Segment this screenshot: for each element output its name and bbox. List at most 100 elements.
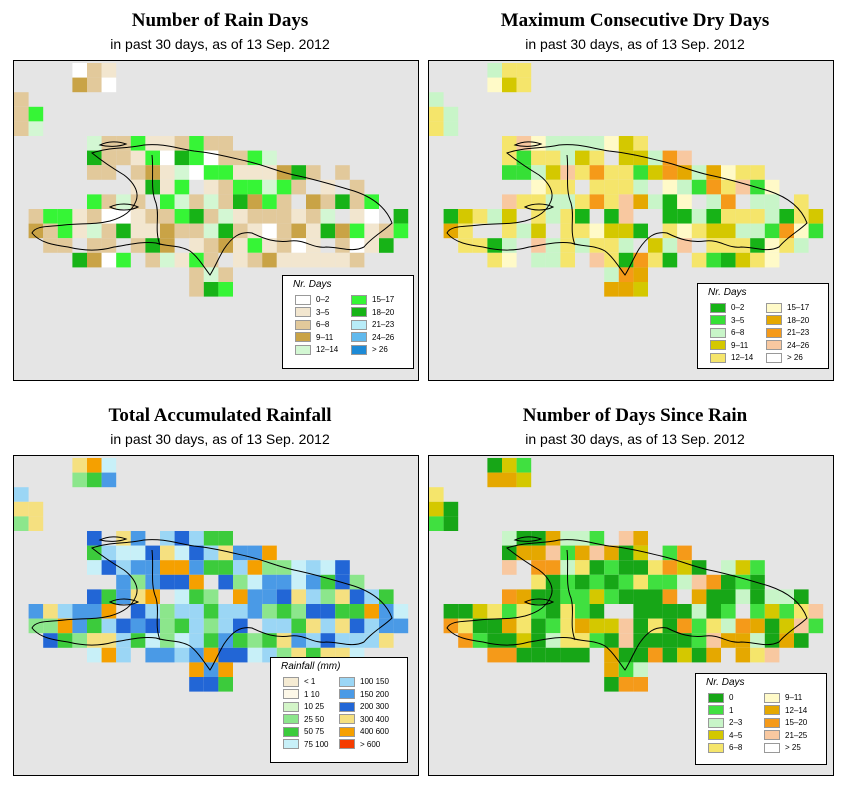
grid-cell — [379, 223, 394, 239]
grid-cell — [443, 223, 459, 239]
grid-cell — [87, 560, 102, 575]
grid-cell — [218, 531, 233, 546]
island-outline — [108, 598, 140, 606]
grid-cell — [262, 604, 277, 619]
grid-cell — [28, 516, 44, 531]
grid-cell — [531, 194, 546, 209]
legend: Nr. Days 0–2 3–5 6–8 9–11 12–14 15–17 18–20 21–… — [282, 275, 414, 369]
grid-cell — [28, 121, 44, 136]
grid-cell — [487, 63, 502, 78]
grid-cell — [87, 194, 102, 209]
panel-title: Number of Days Since Rain — [522, 405, 748, 426]
grid-cell — [174, 560, 190, 575]
grid-cell — [794, 604, 809, 619]
grid-cell — [575, 223, 590, 239]
grid-cell — [633, 252, 648, 268]
grid-cell — [72, 472, 87, 488]
panel-title: Maximum Consecutive Dry Days — [500, 10, 770, 31]
coastline — [31, 539, 393, 671]
legend-label: 2–3 — [729, 718, 743, 727]
legend-label: 9–11 — [785, 693, 803, 702]
grid-cell — [502, 238, 517, 253]
grid-cell — [72, 209, 87, 224]
grid-cell — [472, 604, 488, 619]
grid-cell — [306, 560, 321, 575]
grid-cell — [189, 662, 204, 677]
grid-cell — [174, 545, 190, 561]
legend-swatch — [351, 294, 367, 305]
grid-cell — [145, 238, 160, 253]
grid-cell — [276, 194, 292, 209]
grid-cell — [735, 618, 751, 634]
grid-cell — [72, 77, 87, 93]
grid-cell — [662, 545, 678, 561]
grid-cell — [735, 209, 751, 224]
grid-cell — [545, 150, 561, 166]
grid-cell — [130, 618, 146, 634]
grid-cell — [233, 150, 248, 166]
grid-cell — [545, 209, 561, 224]
grid-cell — [633, 194, 648, 209]
legend-label: 18–20 — [787, 315, 810, 325]
legend-label: 300 400 — [360, 714, 389, 724]
legend-label: 3–5 — [731, 315, 745, 325]
grid-cell — [174, 647, 190, 663]
grid-cell — [87, 165, 102, 180]
grid-cell — [130, 209, 146, 224]
grid-cell — [794, 589, 809, 604]
grid-cell — [174, 531, 190, 546]
legend-label: 9–11 — [316, 332, 334, 342]
legend-swatch — [295, 344, 311, 355]
grid-cell — [735, 633, 751, 648]
grid-cell — [218, 209, 233, 224]
grid-cell — [349, 618, 365, 634]
grid-cell — [87, 647, 102, 663]
grid-cell — [618, 531, 634, 546]
grid-cell — [633, 589, 648, 604]
grid-cell — [14, 121, 29, 136]
grid-cell — [575, 209, 590, 224]
grid-cell — [721, 252, 736, 268]
legend-item: < 1 — [283, 676, 315, 687]
grid-cell — [247, 238, 263, 253]
grid-cell — [458, 223, 473, 239]
grid-cell — [189, 223, 204, 239]
grid-cell — [706, 647, 721, 663]
grid-cell — [306, 209, 321, 224]
grid-cell — [203, 165, 219, 180]
grid-cell — [779, 633, 794, 648]
grid-cell — [262, 252, 277, 268]
island-outline — [523, 203, 555, 211]
legend-label: 200 300 — [360, 702, 389, 711]
island-outline — [98, 141, 128, 147]
grid-cell — [633, 150, 648, 166]
grid-cell — [604, 574, 619, 590]
grid-cell — [618, 647, 634, 663]
legend-item: 24–26 — [766, 340, 809, 351]
grid-cell — [218, 136, 233, 151]
grid-cell — [502, 223, 517, 239]
grid-cell — [174, 165, 190, 180]
grid-cell — [335, 165, 350, 180]
legend-label: 15–17 — [372, 295, 395, 304]
grid-cell — [472, 633, 488, 648]
grid-cell — [130, 179, 146, 195]
legend-item: 10 25 — [283, 701, 324, 712]
grid-cell — [43, 633, 58, 648]
grid-cell — [247, 150, 263, 166]
grid-cell — [87, 252, 102, 268]
grid-cell — [516, 589, 532, 604]
grid-cell — [589, 589, 605, 604]
grid-cell — [203, 604, 219, 619]
grid-cell — [101, 458, 117, 473]
grid-cell — [502, 633, 517, 648]
grid-cell — [174, 618, 190, 634]
grid-cell — [545, 633, 561, 648]
grid-cell — [779, 209, 794, 224]
grid-cell — [604, 252, 619, 268]
grid-cell — [648, 150, 663, 166]
grid-cell — [247, 604, 263, 619]
grid-cell — [648, 647, 663, 663]
legend-item: 0–2 — [295, 294, 329, 305]
grid-cell — [247, 223, 263, 239]
